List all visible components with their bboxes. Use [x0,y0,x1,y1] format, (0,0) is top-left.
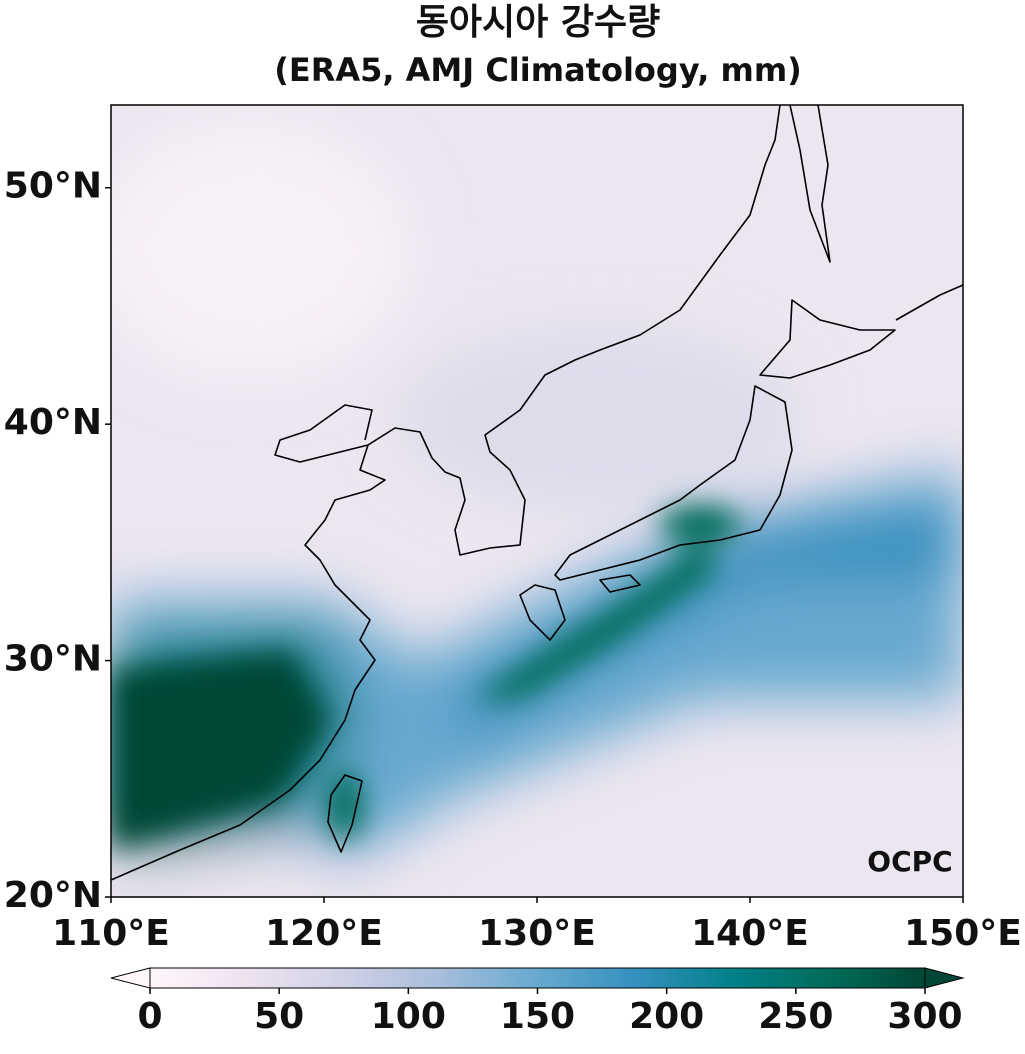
colorbar-tick-label: 150 [500,996,575,1037]
x-tick-label: 130°E [478,913,596,954]
colorbar: 0 50 100 150 200 250 300 [110,967,965,1037]
y-tick-label: 40°N [4,402,102,443]
title: 동아시아 강수량 [416,2,660,43]
y-tick-label: 50°N [4,166,102,207]
x-tick-label: 110°E [52,913,170,954]
colorbar-extend-low [110,967,151,989]
precipitation-field [111,105,963,897]
colorbar-extend-high [924,967,965,989]
colorbar-tick-label: 200 [629,996,704,1037]
colorbar-tick-label: 50 [254,996,304,1037]
colorbar-tick-label: 250 [758,996,833,1037]
colorbar-tick-label: 300 [887,996,962,1037]
x-tick-label: 120°E [265,913,383,954]
colorbar-tick-label: 100 [371,996,446,1037]
colorbar-tick-label: 0 [137,996,162,1037]
coastlines [110,104,964,881]
watermark: OCPC [867,845,952,878]
x-tick-label: 150°E [904,913,1022,954]
y-tick-label: 30°N [4,639,102,680]
x-tick-label: 140°E [691,913,809,954]
subtitle: (ERA5, AMJ Climatology, mm) [274,51,802,89]
colorbar-ramp [149,967,926,989]
y-tick-label: 20°N [4,875,102,916]
axes: 110°E 120°E 130°E 140°E 150°E 20°N 30°N 40°N 50°… [4,166,1022,954]
